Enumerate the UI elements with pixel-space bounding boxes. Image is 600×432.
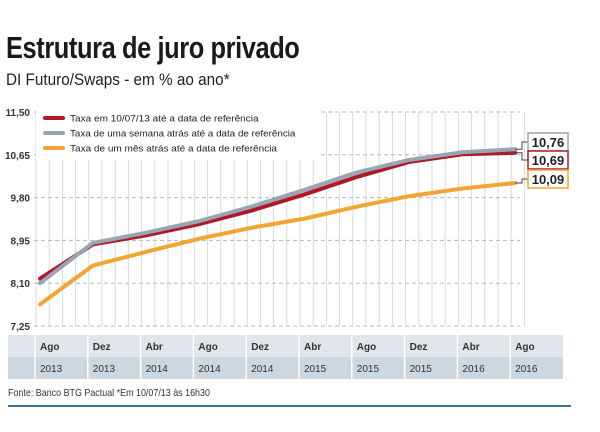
x-tick-month: Ago	[40, 342, 59, 353]
x-axis-year-band	[8, 357, 563, 379]
legend-box	[36, 108, 318, 160]
end-label-box	[527, 169, 569, 189]
x-tick-year: 2015	[357, 364, 380, 375]
x-axis-month-band	[8, 335, 563, 357]
x-tick-year: 2014	[251, 364, 274, 375]
x-tick-month: Ago	[357, 342, 376, 353]
legend-label: Taxa de uma semana atrás até a data de r…	[70, 129, 296, 140]
x-tick-month: Abr	[304, 342, 321, 353]
end-value-label: 10,69	[532, 153, 565, 168]
end-label-box	[527, 150, 569, 170]
x-tick-month: Abr	[146, 342, 163, 353]
legend-label: Taxa de um mês atrás até a data de refer…	[70, 144, 278, 155]
legend-label: Taxa em 10/07/13 até a data de referênci…	[70, 114, 259, 125]
x-tick-month: Abr	[462, 342, 479, 353]
y-tick-label: 8,95	[11, 236, 31, 247]
x-tick-month: Ago	[198, 342, 217, 353]
x-tick-month: Ago	[515, 342, 534, 353]
series-line	[38, 180, 518, 307]
series-line	[38, 147, 518, 286]
x-tick-month: Dez	[251, 342, 269, 353]
end-value-label: 10,09	[532, 172, 565, 187]
x-tick-year: 2016	[462, 364, 485, 375]
source-note: Fonte: Banco BTG Pactual *Em 10/07/13 às…	[8, 387, 210, 399]
y-tick-label: 8,10	[11, 279, 31, 290]
x-tick-year: 2015	[304, 364, 327, 375]
x-tick-year: 2013	[93, 364, 116, 375]
y-tick-label: 11,50	[6, 108, 31, 119]
y-tick-label: 9,80	[11, 194, 31, 205]
end-label-connector	[515, 152, 528, 161]
y-tick-label: 10,65	[5, 151, 30, 162]
chart-title: Estrutura de juro privado	[6, 30, 300, 65]
x-tick-year: 2014	[198, 364, 221, 375]
x-tick-year: 2016	[515, 364, 538, 375]
x-tick-month: Dez	[410, 342, 428, 353]
x-tick-year: 2013	[40, 364, 63, 375]
end-label-connector	[515, 178, 528, 184]
x-tick-year: 2014	[146, 364, 169, 375]
bottom-rule	[8, 405, 571, 407]
y-tick-label: 7,25	[11, 322, 31, 333]
x-tick-year: 2015	[410, 364, 433, 375]
end-label-connector	[515, 141, 528, 150]
chart-subtitle: DI Futuro/Swaps - em % ao ano*	[6, 70, 230, 89]
x-tick-month: Dez	[93, 342, 111, 353]
end-value-label: 10,76	[532, 135, 565, 150]
